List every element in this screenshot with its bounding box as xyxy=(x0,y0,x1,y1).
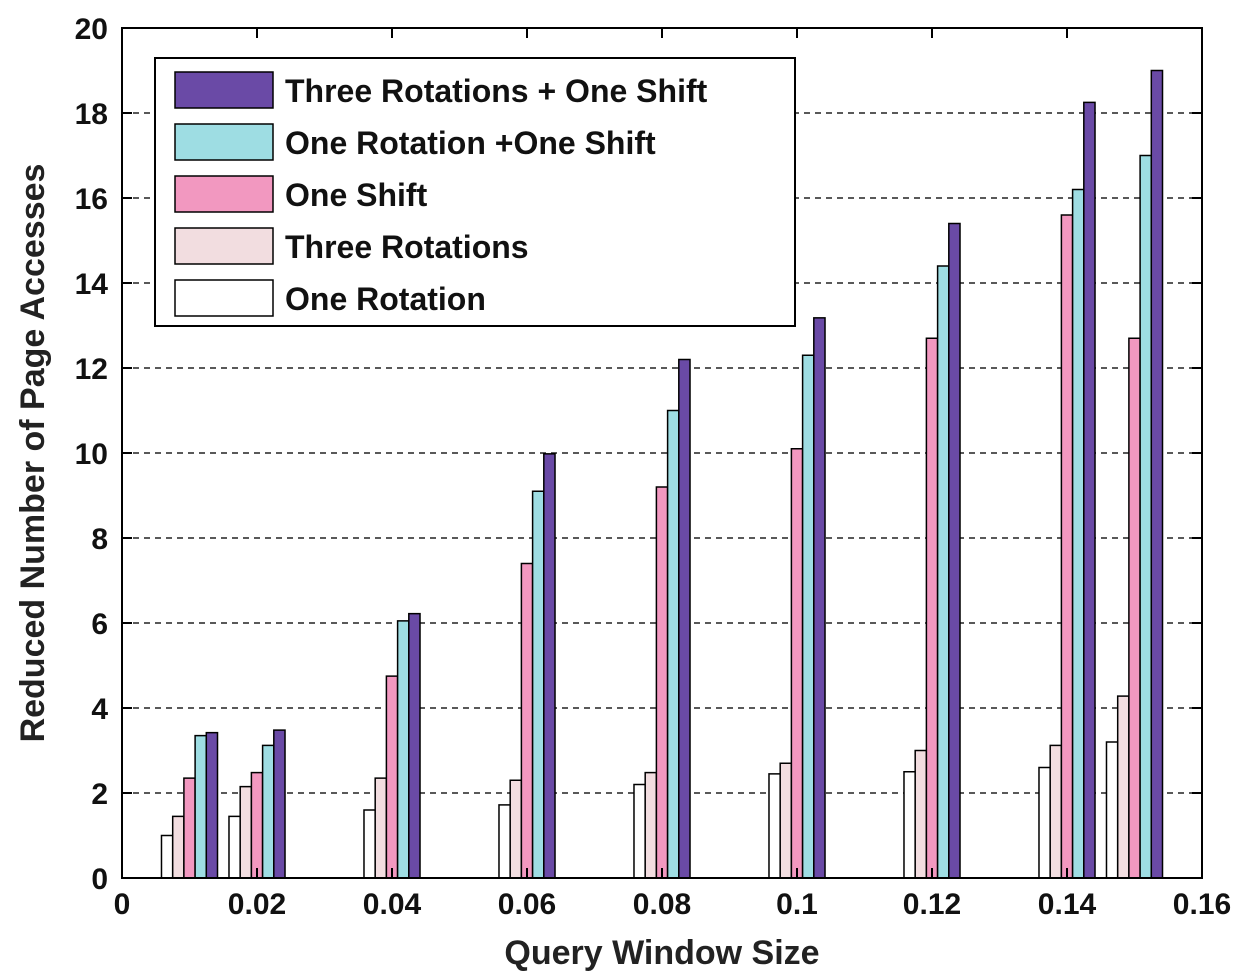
bar xyxy=(239,785,253,879)
bar xyxy=(498,804,511,879)
legend-swatch xyxy=(174,123,274,161)
y-tick-label: 2 xyxy=(91,778,108,811)
bar xyxy=(678,358,691,879)
x-tick-label: 0.16 xyxy=(1173,888,1231,921)
legend-label: Three Rotations xyxy=(285,229,529,265)
bar xyxy=(171,815,185,879)
legend-swatch xyxy=(174,227,274,265)
bar xyxy=(1116,695,1130,879)
x-axis-title: Query Window Size xyxy=(504,934,819,972)
legend-label: One Rotation xyxy=(285,281,486,317)
legend-label: One Rotation +One Shift xyxy=(285,125,656,161)
bar xyxy=(520,562,534,879)
y-tick-label: 8 xyxy=(91,523,108,556)
bar xyxy=(408,612,421,879)
bar xyxy=(273,729,286,879)
bar xyxy=(936,265,950,879)
legend-label: Three Rotations + One Shift xyxy=(285,73,708,109)
bar xyxy=(1128,337,1141,879)
bar xyxy=(768,773,781,879)
x-tick-label: 0.12 xyxy=(903,888,961,921)
y-tick-label: 20 xyxy=(75,13,108,46)
bar xyxy=(655,486,669,879)
x-tick-label: 0.04 xyxy=(363,888,422,921)
bar xyxy=(813,317,826,879)
bar xyxy=(779,762,793,879)
x-tick-label: 0.14 xyxy=(1038,888,1097,921)
bar xyxy=(903,771,916,879)
legend-swatch xyxy=(174,71,274,109)
bar xyxy=(1060,214,1074,879)
bar xyxy=(666,409,680,879)
bar xyxy=(948,222,961,879)
bar xyxy=(261,744,275,879)
bar xyxy=(396,620,410,879)
bars xyxy=(160,69,1164,879)
y-tick-label: 4 xyxy=(91,693,108,726)
x-tick-label: 0 xyxy=(114,888,131,921)
legend: Three Rotations + One Shift One Rotation … xyxy=(154,57,796,327)
bar xyxy=(509,779,523,879)
bar xyxy=(644,771,658,879)
bar xyxy=(531,490,545,879)
bar xyxy=(925,337,939,879)
x-tick-label: 0.02 xyxy=(228,888,286,921)
bar xyxy=(1071,188,1085,879)
y-axis-title: Reduced Number of Page Accesses xyxy=(14,164,52,743)
bar xyxy=(790,448,804,879)
x-tick-label: 0.08 xyxy=(633,888,691,921)
legend-swatch xyxy=(174,279,274,317)
bar xyxy=(1105,741,1119,879)
x-tick-label: 0.06 xyxy=(498,888,556,921)
y-tick-label: 0 xyxy=(91,863,108,896)
bar xyxy=(228,815,241,879)
bar xyxy=(385,675,399,879)
bar xyxy=(363,809,376,879)
bar xyxy=(205,731,219,879)
y-tick-label: 18 xyxy=(75,98,108,131)
bar xyxy=(194,734,208,879)
y-tick-label: 10 xyxy=(75,438,108,471)
bar xyxy=(1150,69,1164,879)
bar xyxy=(1038,766,1051,879)
y-tick-label: 12 xyxy=(75,353,108,386)
ticks: 0 2 4 6 8 10 12 14 16 18 20 0 0.02 0.04 0.06 0.08 0.1 0.1… xyxy=(75,13,1232,921)
bar xyxy=(801,354,815,879)
bar xyxy=(374,777,388,879)
bar xyxy=(1139,154,1153,879)
bar xyxy=(160,834,174,879)
bar xyxy=(543,453,556,879)
bar xyxy=(914,749,928,879)
bar xyxy=(250,771,264,879)
y-tick-label: 6 xyxy=(91,608,108,641)
bar xyxy=(1083,101,1096,879)
y-tick-label: 16 xyxy=(75,183,108,216)
legend-label: One Shift xyxy=(285,177,428,213)
x-tick-label: 0.1 xyxy=(776,888,818,921)
legend-swatch xyxy=(174,175,274,213)
bar xyxy=(183,777,196,879)
bar xyxy=(633,783,646,879)
y-tick-label: 14 xyxy=(75,268,109,301)
bar xyxy=(1049,744,1063,879)
